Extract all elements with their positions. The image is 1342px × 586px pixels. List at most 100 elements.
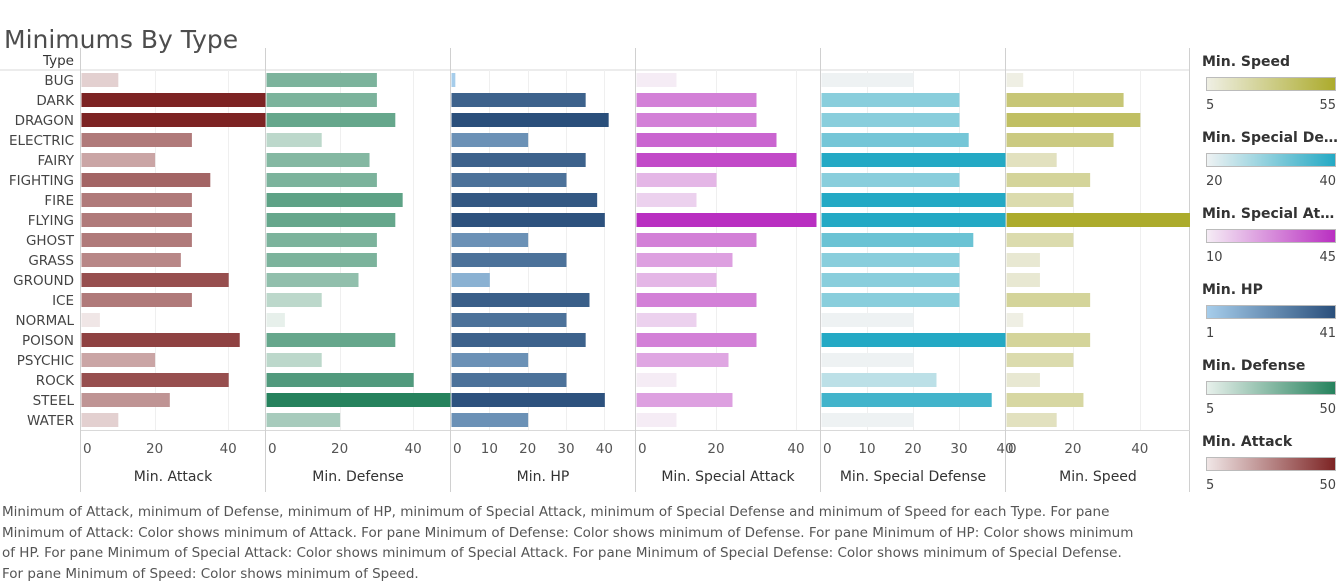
bar xyxy=(81,93,266,107)
color-legend: Min. Special Defen.. 20 40 xyxy=(1200,126,1342,202)
bar xyxy=(636,373,677,387)
bar xyxy=(1006,133,1114,147)
color-legend: Min. Special Attack 10 45 xyxy=(1200,202,1342,278)
legend-gradient xyxy=(1206,381,1336,395)
bar xyxy=(451,133,529,147)
bar xyxy=(81,173,211,187)
category-label: DARK xyxy=(36,93,75,109)
axis-title: Min. Speed xyxy=(1059,469,1137,485)
bar xyxy=(266,233,377,247)
tick-label: 30 xyxy=(950,441,967,457)
bar xyxy=(821,93,960,107)
tick-label: 20 xyxy=(904,441,921,457)
caption-line: Minimum of Attack: Color shows minimum o… xyxy=(2,524,1134,541)
bar xyxy=(636,133,777,147)
tick-label: 0 xyxy=(83,441,92,457)
legend-gradient xyxy=(1206,153,1336,167)
legend-min-label: 5 xyxy=(1206,402,1215,417)
bar xyxy=(821,173,960,187)
bar xyxy=(1006,93,1124,107)
legend-gradient xyxy=(1206,457,1336,471)
color-legend: Min. Attack 5 50 xyxy=(1200,430,1342,506)
tick-label: 40 xyxy=(405,441,422,457)
bar xyxy=(821,193,1006,207)
bar xyxy=(451,93,586,107)
legend-title: Min. Speed xyxy=(1202,54,1291,70)
bar xyxy=(266,73,377,87)
bar xyxy=(81,293,192,307)
color-legend: Min. Defense 5 50 xyxy=(1200,354,1342,430)
category-label: GROUND xyxy=(13,273,74,289)
bar xyxy=(821,373,937,387)
bar xyxy=(266,253,377,267)
bar xyxy=(636,273,717,287)
bar xyxy=(1006,293,1091,307)
bar-chart: Type BUG DARK DRAGON ELECTRIC FAIRY FIGHTING FI… xyxy=(0,48,1190,492)
bar xyxy=(81,193,192,207)
tick-label: 20 xyxy=(1064,441,1081,457)
bar xyxy=(266,393,451,407)
category-label: FAIRY xyxy=(37,153,74,169)
legend-min-label: 10 xyxy=(1206,250,1223,265)
bar xyxy=(451,313,567,327)
bar xyxy=(1006,373,1040,387)
category-label: FIRE xyxy=(44,193,74,209)
bar xyxy=(81,413,119,427)
bar xyxy=(266,313,285,327)
bar xyxy=(81,313,100,327)
tick-label: 0 xyxy=(268,441,277,457)
tick-label: 40 xyxy=(1131,441,1148,457)
bar xyxy=(1006,173,1091,187)
bar xyxy=(821,133,969,147)
legend-min-label: 20 xyxy=(1206,174,1223,189)
caption-line: Minimum of Attack, minimum of Defense, m… xyxy=(2,504,1110,520)
bar xyxy=(451,233,529,247)
bar xyxy=(266,173,377,187)
bar xyxy=(266,153,370,167)
bar xyxy=(821,153,1006,167)
legend-max-label: 41 xyxy=(1319,326,1336,341)
bar xyxy=(636,73,677,87)
tick-label: 40 xyxy=(596,441,613,457)
bar xyxy=(821,233,974,247)
bar xyxy=(821,253,960,267)
bar xyxy=(821,73,914,87)
axis-title: Min. Special Attack xyxy=(661,469,795,485)
legend-gradient xyxy=(1206,77,1336,91)
bar xyxy=(266,93,377,107)
bar xyxy=(821,293,960,307)
bar xyxy=(1006,233,1074,247)
tick-label: 30 xyxy=(557,441,574,457)
caption-line: For pane Minimum of Speed: Color shows m… xyxy=(2,565,419,582)
legend-title: Min. HP xyxy=(1202,282,1263,298)
bar xyxy=(266,373,414,387)
bar xyxy=(81,73,119,87)
tick-label: 20 xyxy=(331,441,348,457)
bar xyxy=(81,253,181,267)
bar xyxy=(451,173,567,187)
category-label: FLYING xyxy=(28,213,74,229)
category-label: PSYCHIC xyxy=(17,353,74,369)
bar xyxy=(81,273,229,287)
bar xyxy=(266,133,322,147)
bar xyxy=(1006,333,1091,347)
tick-label: 0 xyxy=(823,441,832,457)
tick-label: 40 xyxy=(787,441,804,457)
bar xyxy=(636,153,797,167)
category-label: GRASS xyxy=(28,253,74,269)
bar xyxy=(81,133,192,147)
legend-gradient xyxy=(1206,305,1336,319)
bar xyxy=(451,373,567,387)
tick-label: 10 xyxy=(481,441,498,457)
axis-title: Min. HP xyxy=(517,469,570,485)
bar xyxy=(266,213,396,227)
bar xyxy=(451,193,598,207)
bar xyxy=(1006,73,1024,87)
category-label: GHOST xyxy=(26,233,75,249)
legend-gradient xyxy=(1206,229,1336,243)
tick-label: 0 xyxy=(453,441,462,457)
bar xyxy=(821,333,1006,347)
bar xyxy=(266,193,403,207)
tick-label: 40 xyxy=(996,441,1013,457)
legend-max-label: 40 xyxy=(1319,174,1336,189)
